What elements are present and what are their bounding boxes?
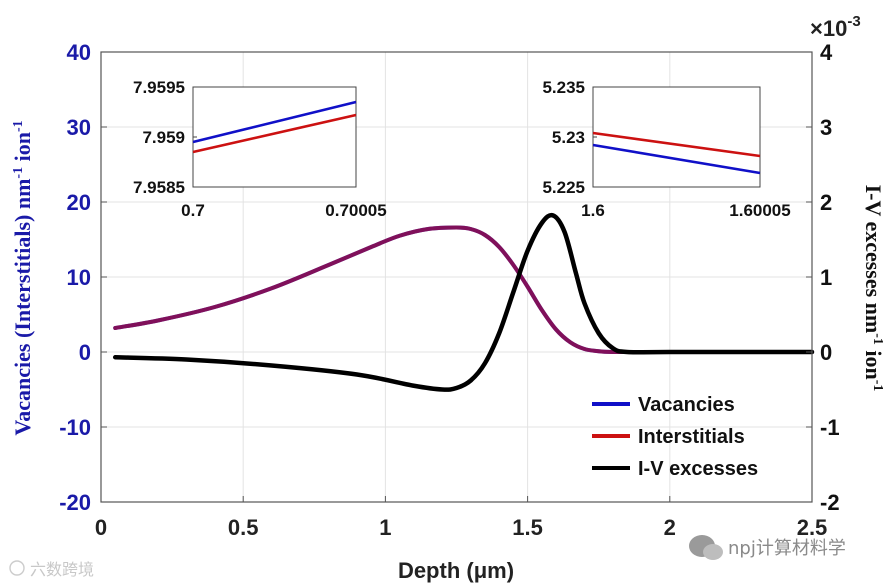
watermark-right: npj计算材料学	[689, 535, 846, 560]
watermark-right-text: npj计算材料学	[728, 538, 846, 559]
inset-y-tick-label: 7.959	[142, 128, 185, 147]
watermark-left-text: 六数跨境	[30, 560, 94, 579]
legend-label: Interstitials	[638, 426, 745, 448]
inset-y-tick-label: 5.23	[552, 128, 585, 147]
y-left-axis-label: Vacancies (Interstitials) nm-1 ion-1	[10, 120, 35, 435]
legend-label: I-V excesses	[638, 458, 758, 480]
series-line-interstitials	[113, 225, 814, 355]
left-tick-label: 30	[67, 115, 91, 140]
right-tick-label: -1	[820, 415, 840, 440]
inset-y-tick-label: 5.225	[542, 178, 585, 197]
left-tick-label: 40	[67, 40, 91, 65]
right-tick-label: 3	[820, 115, 832, 140]
inset-y-tick-label: 7.9585	[133, 178, 185, 197]
left-tick-label: 20	[67, 190, 91, 215]
inset-x-tick-label: 0.70005	[325, 201, 386, 220]
right-tick-label: 0	[820, 340, 832, 365]
x-tick-label: 2.5	[797, 515, 828, 540]
series-layer	[112, 212, 815, 392]
x-tick-label: 1.5	[512, 515, 543, 540]
series-line-vacancies	[113, 225, 814, 355]
inset-x-tick-label: 0.7	[181, 201, 205, 220]
y-right-axis-label: I-V excesses nm-1 ion-1	[861, 185, 886, 392]
series-line-i-v-excesses	[112, 212, 815, 392]
x-tick-label: 0	[95, 515, 107, 540]
inset-line-vacancies	[592, 143, 761, 175]
left-tick-label: -20	[59, 490, 91, 515]
inset-x-tick-label: 1.6	[581, 201, 605, 220]
x-tick-label: 0.5	[228, 515, 259, 540]
legend-label: Vacancies	[638, 394, 735, 416]
x-ticks: 0 0.5 1 1.5 2 2.5	[95, 496, 827, 540]
inset-left: 7.9595 7.959 7.9585 0.7 0.70005	[133, 78, 387, 220]
left-tick-label: -10	[59, 415, 91, 440]
inset-line-interstitials	[192, 113, 357, 154]
left-tick-label: 0	[79, 340, 91, 365]
inset-line-vacancies	[192, 100, 357, 144]
inset-y-tick-label: 7.9595	[133, 78, 185, 97]
right-y-ticks: 4 3 2 1 0 -1 -2	[806, 40, 840, 515]
inset-y-tick-label: 5.235	[542, 78, 585, 97]
watermark-left: 六数跨境	[9, 560, 94, 579]
x-tick-label: 2	[664, 515, 676, 540]
y-right-multiplier: ×10-3	[810, 13, 861, 41]
inset-right: 5.235 5.23 5.225 1.6 1.60005	[542, 78, 790, 220]
watermark-logo-icon	[9, 560, 25, 576]
right-tick-label: 4	[820, 40, 833, 65]
right-tick-label: -2	[820, 490, 840, 515]
wechat-icon-small	[703, 544, 723, 560]
x-tick-label: 1	[379, 515, 391, 540]
right-tick-label: 2	[820, 190, 832, 215]
inset-frame	[192, 86, 357, 188]
right-tick-label: 1	[820, 265, 832, 290]
legend: Vacancies Interstitials I-V excesses	[592, 394, 758, 480]
inset-x-tick-label: 1.60005	[729, 201, 790, 220]
x-axis-label: Depth (μm)	[398, 558, 514, 583]
left-tick-label: 10	[67, 265, 91, 290]
inset-line-interstitials	[592, 131, 761, 158]
left-y-ticks: 40 30 20 10 0 -10 -20	[59, 40, 107, 515]
